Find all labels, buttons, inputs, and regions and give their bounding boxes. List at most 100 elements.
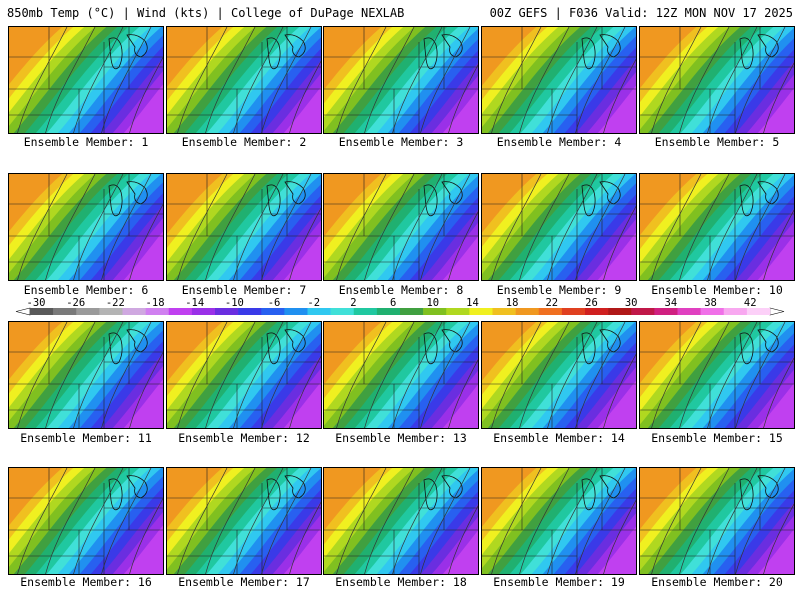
height-contour (392, 27, 443, 133)
height-contour (45, 27, 96, 133)
height-contour (763, 62, 794, 133)
height-contour (101, 27, 152, 133)
map-panel-member-4 (481, 26, 637, 134)
height-contour (651, 322, 702, 428)
member-label: Ensemble Member: 19 (493, 575, 625, 589)
member-label: Ensemble Member: 4 (496, 135, 622, 149)
great-lakes-outline (581, 181, 621, 217)
height-contour (707, 322, 758, 428)
colorbar-segment (677, 308, 701, 315)
great-lakes-outline (108, 34, 148, 70)
height-contour (177, 27, 228, 133)
colorbar-segment (307, 308, 331, 315)
height-contour (17, 322, 68, 428)
colorbar-segment (700, 308, 725, 315)
colorbar-tick-label: -26 (66, 297, 85, 309)
height-contour (547, 174, 598, 280)
height-contour (651, 27, 702, 133)
height-contour (392, 174, 443, 280)
map-panel-member-17 (166, 467, 322, 575)
height-contour (289, 501, 321, 574)
colorbar-segment (284, 308, 308, 315)
height-contour (205, 174, 256, 280)
temperature-field-map (167, 174, 321, 280)
height-contour (392, 322, 443, 428)
height-contour (420, 27, 471, 133)
colorbar-segment (492, 308, 516, 315)
height-contour (448, 359, 478, 428)
height-contour (651, 174, 702, 280)
member-label: Ensemble Member: 13 (335, 431, 467, 445)
temperature-band (757, 383, 794, 428)
temperature-band (442, 89, 478, 133)
colorbar-right-arrow (769, 307, 785, 316)
member-label: Ensemble Member: 1 (23, 135, 149, 149)
map-panel-member-7 (166, 173, 322, 281)
great-lakes-outline (108, 329, 148, 365)
colorbar-tick-label: -18 (146, 297, 165, 309)
height-contour (448, 64, 478, 133)
height-contour (735, 468, 786, 574)
height-contour (45, 174, 96, 280)
great-lakes-outline (739, 475, 779, 511)
height-contour (603, 499, 636, 574)
height-contour (177, 174, 228, 280)
member-label: Ensemble Member: 16 (20, 575, 152, 589)
colorbar-tick-label: 6 (390, 297, 396, 309)
map-panel-member-15 (639, 321, 795, 429)
height-contour (491, 27, 542, 133)
height-contour (364, 322, 415, 428)
height-contour (45, 468, 96, 574)
great-lakes-outline (423, 181, 463, 217)
height-contour (679, 468, 730, 574)
height-contour (129, 56, 163, 133)
map-panel-member-13 (323, 321, 479, 429)
height-contour (575, 322, 626, 428)
temperature-field-map (482, 174, 636, 280)
height-contour (73, 174, 124, 280)
height-contour (205, 468, 256, 574)
height-contour (735, 27, 786, 133)
height-contour (289, 60, 321, 133)
colorbar-segment (538, 308, 563, 315)
temperature-field-map (167, 468, 321, 574)
height-contour (177, 468, 228, 574)
colorbar-tick-label: 26 (585, 297, 598, 309)
temperature-field-map (324, 468, 478, 574)
height-contour (735, 322, 786, 428)
temperature-band (283, 233, 321, 280)
temperature-band (442, 236, 478, 280)
height-contour (707, 27, 758, 133)
member-label: Ensemble Member: 8 (338, 283, 464, 297)
height-contour (233, 174, 284, 280)
colorbar-segment (30, 308, 54, 315)
colorbar-tick-label: -30 (27, 297, 46, 309)
colorbar-segment (261, 308, 285, 315)
temperature-field-map (640, 322, 794, 428)
map-panel-member-16 (8, 467, 164, 575)
map-panel-member-1 (8, 26, 164, 134)
temperature-field-map (167, 27, 321, 133)
map-panel-member-6 (8, 173, 164, 281)
great-lakes-outline (108, 181, 148, 217)
member-label: Ensemble Member: 15 (651, 431, 783, 445)
member-label: Ensemble Member: 10 (651, 283, 783, 297)
member-label: Ensemble Member: 11 (20, 431, 152, 445)
colorbar-tick-label: 34 (665, 297, 678, 309)
great-lakes-outline (581, 329, 621, 365)
colorbar-segment (723, 308, 748, 315)
temperature-field-map (482, 322, 636, 428)
member-label: Ensemble Member: 18 (335, 575, 467, 589)
height-contour (289, 207, 321, 280)
height-contour (707, 174, 758, 280)
height-contour (519, 468, 570, 574)
height-contour (547, 322, 598, 428)
colorbar-tick-label: 10 (426, 297, 439, 309)
temperature-field-map (640, 468, 794, 574)
height-contour (519, 27, 570, 133)
colorbar-segment (353, 308, 378, 315)
map-panel-member-8 (323, 173, 479, 281)
height-contour (603, 353, 636, 428)
height-contour (205, 27, 256, 133)
colorbar-tick-label: 2 (350, 297, 356, 309)
